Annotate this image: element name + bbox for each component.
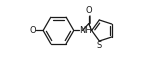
Text: NH: NH xyxy=(80,26,92,35)
Text: O: O xyxy=(86,6,92,15)
Text: S: S xyxy=(97,41,102,50)
Text: O: O xyxy=(29,26,36,35)
